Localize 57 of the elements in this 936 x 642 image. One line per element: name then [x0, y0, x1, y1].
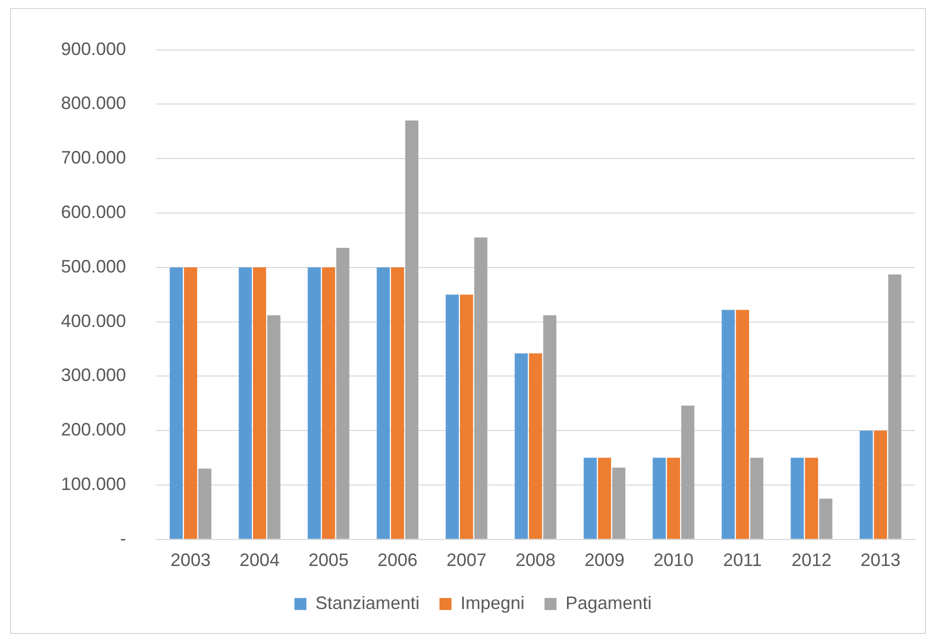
x-tick-label: 2004	[240, 550, 280, 570]
y-tick-label: 500.000	[60, 256, 126, 276]
bar	[336, 248, 350, 539]
y-tick-label: 900.000	[60, 38, 126, 59]
x-tick-label: 2009	[584, 550, 625, 570]
y-tick-label: 800.000	[60, 93, 126, 114]
bar	[666, 458, 680, 539]
bar	[652, 458, 666, 539]
x-tick-label: 2013	[860, 550, 901, 570]
bar	[888, 274, 902, 539]
bar	[322, 267, 336, 539]
bar	[790, 458, 804, 539]
bar	[750, 458, 764, 539]
bar	[860, 430, 873, 539]
bar	[722, 310, 735, 539]
legend-label: Pagamenti	[566, 592, 652, 613]
bar	[528, 353, 542, 539]
y-tick-label: 700.000	[60, 148, 126, 168]
bar	[460, 294, 474, 539]
bar	[874, 430, 888, 539]
legend-label: Impegni	[460, 592, 525, 613]
x-tick-label: 2010	[653, 550, 694, 570]
bar	[253, 267, 266, 539]
bar	[390, 267, 404, 539]
y-tick-label: 100.000	[60, 474, 126, 494]
x-tick-label: 2011	[723, 550, 762, 570]
bar	[819, 498, 832, 539]
bar	[308, 267, 321, 539]
bar	[267, 315, 280, 539]
bar	[474, 237, 488, 539]
legend-label: Stanziamenti	[315, 592, 420, 613]
x-tick-label: 2008	[516, 550, 556, 570]
bar	[543, 315, 556, 539]
x-tick-label: 2012	[791, 550, 832, 570]
bar	[198, 468, 212, 539]
bar	[598, 458, 612, 539]
y-tick-label: 400.000	[60, 310, 126, 331]
y-tick-label: -	[120, 528, 126, 548]
bar	[238, 267, 252, 539]
bar	[514, 353, 528, 539]
x-tick-label: 2006	[378, 550, 418, 570]
bar	[184, 267, 198, 539]
y-tick-label: 200.000	[60, 420, 126, 440]
x-tick-label: 2003	[170, 550, 211, 570]
x-tick-label: 2005	[308, 550, 349, 570]
bar	[405, 120, 418, 539]
bar	[804, 458, 818, 539]
bar	[376, 267, 390, 539]
bar	[612, 468, 626, 539]
y-tick-label: 300.000	[60, 365, 126, 386]
bar	[584, 458, 597, 539]
bar	[736, 310, 750, 539]
y-tick-label: 600.000	[60, 202, 126, 222]
bar	[446, 294, 459, 539]
x-tick-label: 2007	[446, 550, 487, 570]
bar	[681, 406, 694, 539]
bar	[170, 267, 183, 539]
